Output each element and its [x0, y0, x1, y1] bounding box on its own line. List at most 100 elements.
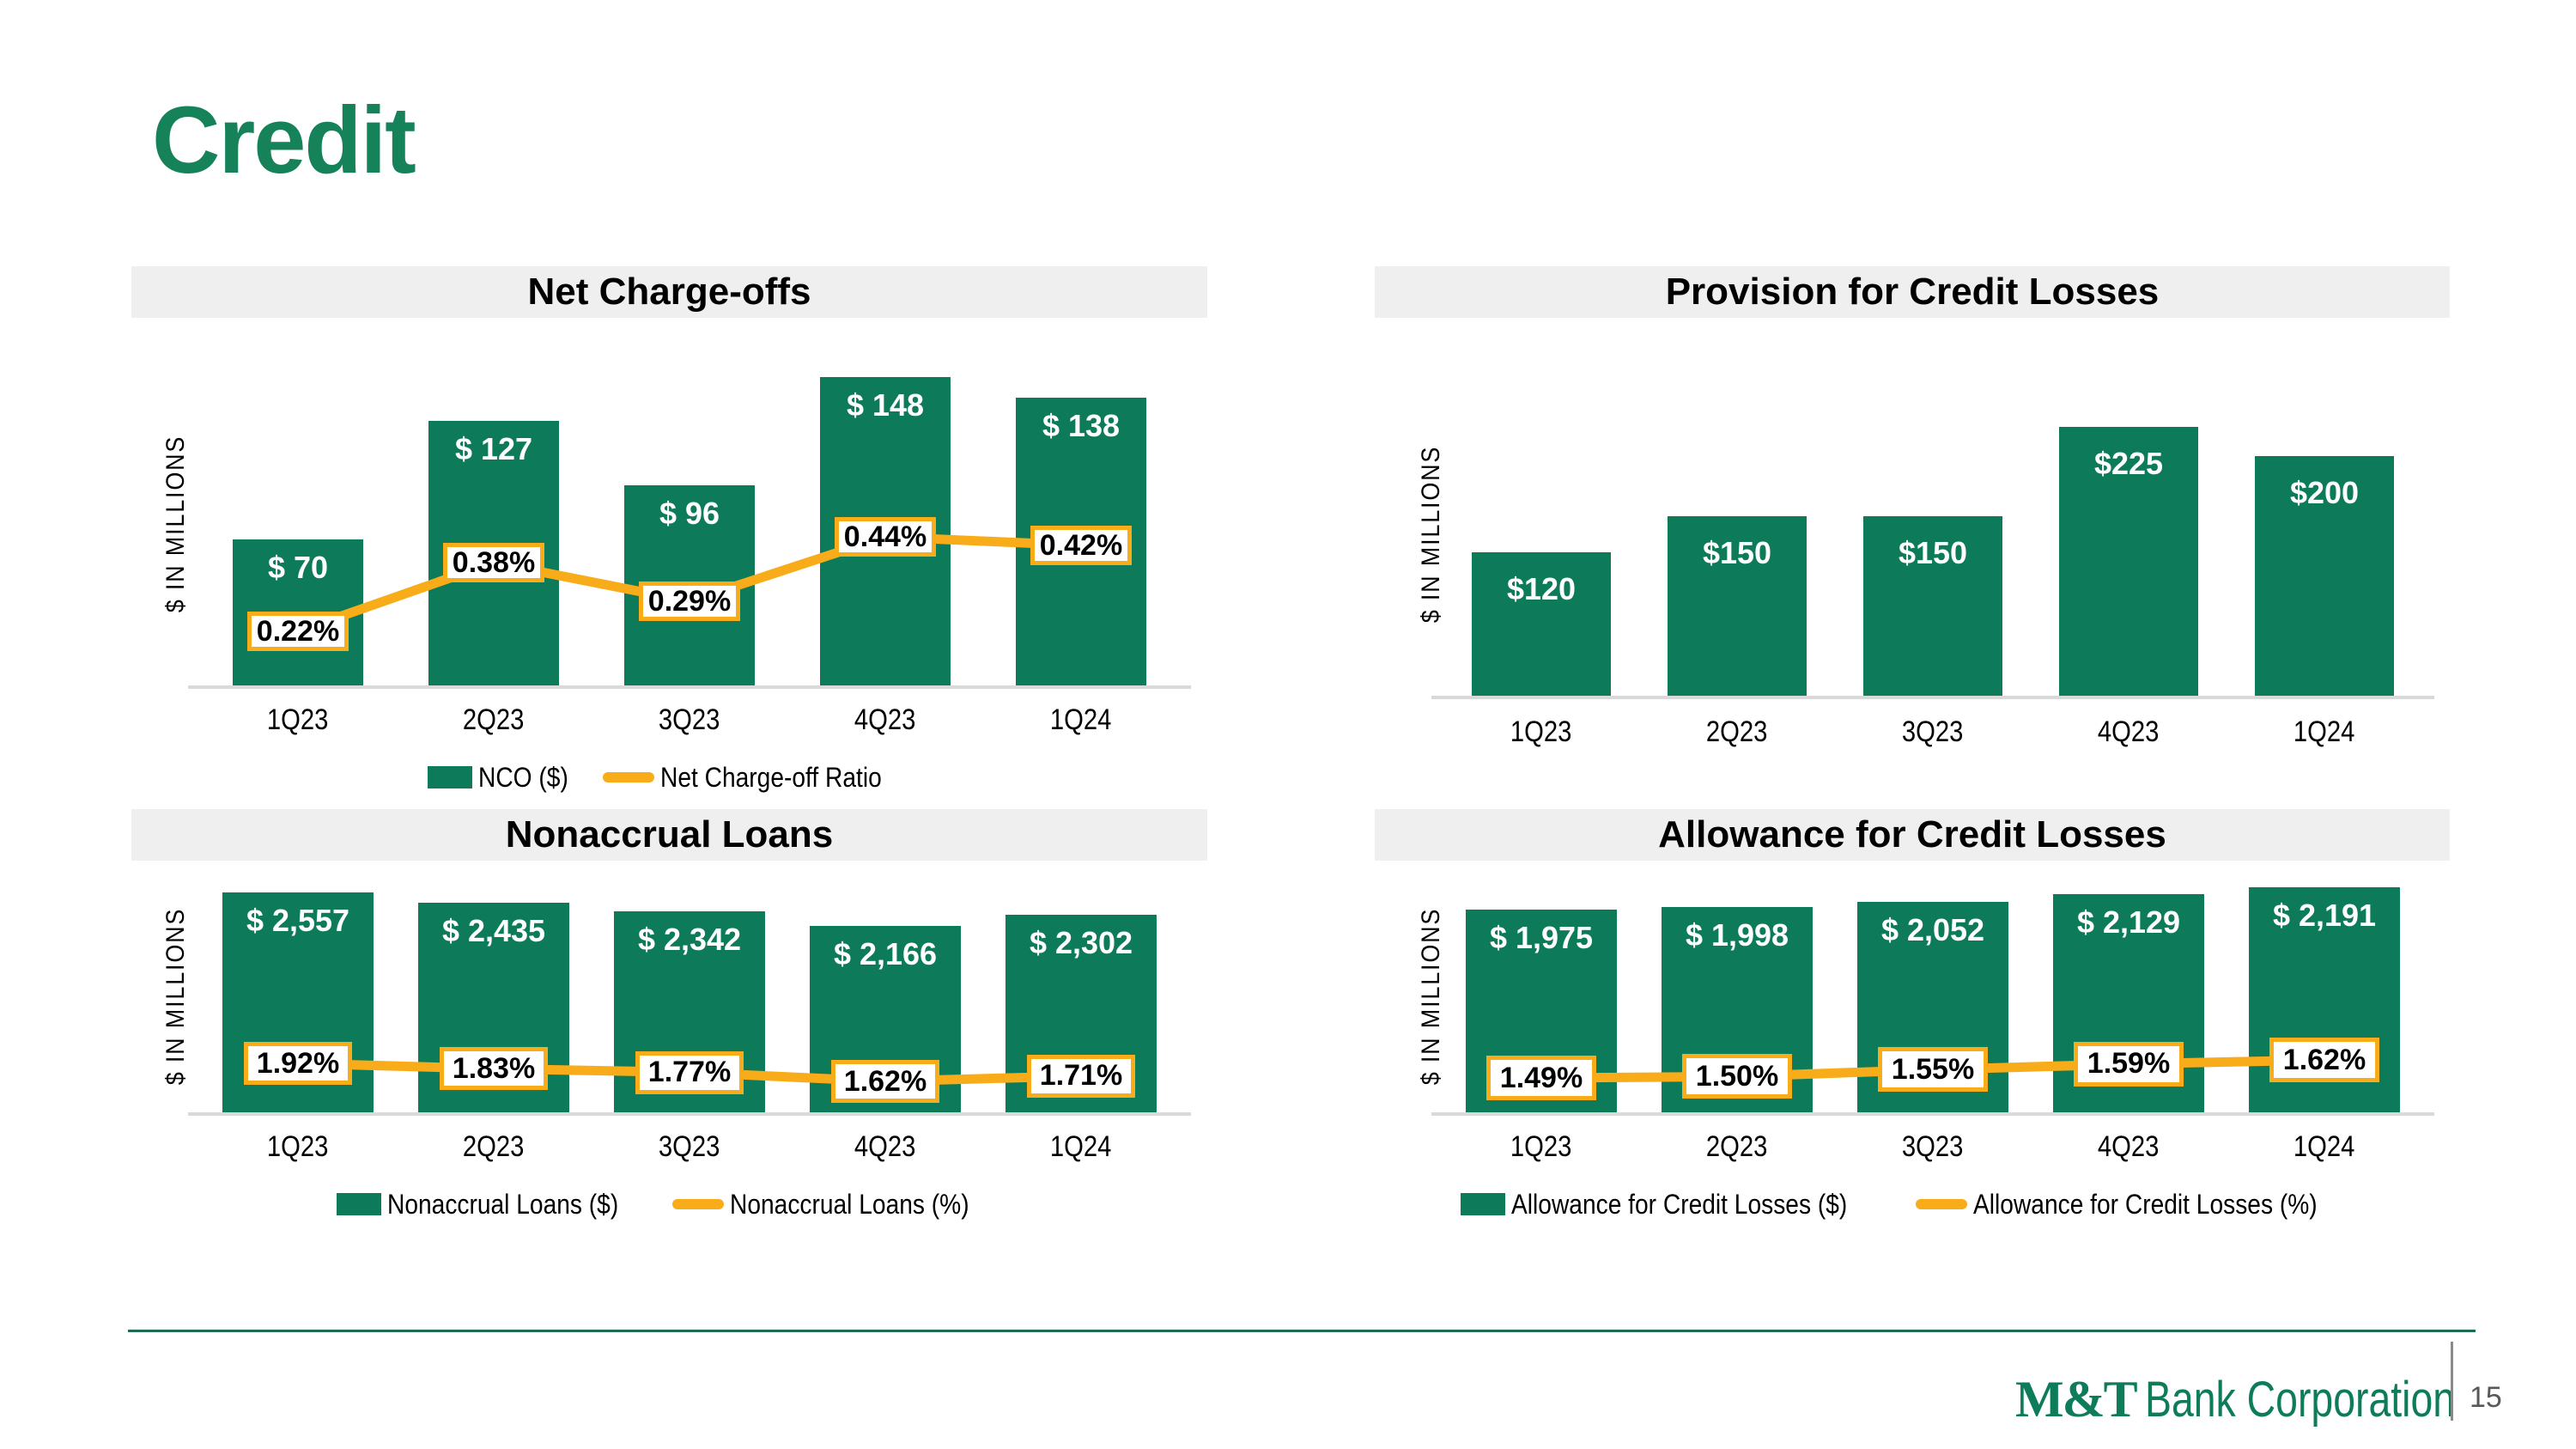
- legend: NCO ($) Net Charge-off Ratio: [131, 760, 1207, 795]
- chart-header: Allowance for Credit Losses: [1375, 809, 2450, 861]
- y-axis-label: $ IN MILLIONS: [1417, 445, 1445, 624]
- x-axis-tick-text: 1Q23: [267, 703, 329, 736]
- legend-bar-swatch-icon: [1461, 1193, 1506, 1215]
- chart-provision-for-credit-losses: Provision for Credit Losses $ IN MILLIONS…: [1375, 266, 2450, 799]
- y-axis-label: $ IN MILLIONS: [161, 435, 190, 613]
- x-axis-tick-text: 4Q23: [2098, 1129, 2160, 1163]
- x-axis-line: [188, 1112, 1191, 1116]
- legend-item-line: Net Charge-off Ratio: [602, 761, 912, 794]
- x-axis-tick-label: 4Q23: [2031, 1128, 2227, 1166]
- legend-item-line: Allowance for Credit Losses (%): [1915, 1188, 2364, 1221]
- x-axis-tick-label: 3Q23: [592, 701, 787, 739]
- x-axis-tick-label: 1Q24: [2227, 713, 2422, 751]
- x-axis-tick-label: 1Q24: [983, 1128, 1179, 1166]
- x-axis-tick-label: 1Q23: [1443, 713, 1639, 751]
- chart-header: Nonaccrual Loans: [131, 809, 1207, 861]
- x-axis-tick-label: 3Q23: [1835, 713, 2031, 751]
- x-axis-tick-text: 2Q23: [1706, 1129, 1768, 1163]
- x-axis-tick-text: 2Q23: [463, 1129, 525, 1163]
- ratio-label-box: 1.62%: [2269, 1038, 2379, 1082]
- page-number: 15: [2470, 1381, 2502, 1414]
- x-axis-tick-text: 1Q24: [1050, 703, 1112, 736]
- bar: $225: [2059, 427, 2198, 696]
- bar-value-label: $ 2,129: [2076, 904, 2181, 940]
- x-axis-tick-text: 1Q23: [1510, 715, 1572, 748]
- bar-value-label: $ 2,342: [637, 922, 742, 957]
- chart-header: Net Charge-offs: [131, 266, 1207, 318]
- ratio-label-box: 0.29%: [639, 581, 740, 621]
- chart-allowance-for-credit-losses: Allowance for Credit Losses $ IN MILLIONS…: [1375, 809, 2450, 1256]
- legend-item-bars: NCO ($): [427, 762, 580, 794]
- legend-label: Nonaccrual Loans ($): [387, 1188, 619, 1220]
- bar-value-label: $120: [1506, 571, 1577, 606]
- page-number-divider: [2451, 1342, 2453, 1421]
- legend-line-swatch-icon: [672, 1199, 725, 1209]
- x-axis-line: [1431, 696, 2434, 699]
- ratio-label-box: 1.92%: [244, 1042, 352, 1085]
- bar-value-label: $ 148: [846, 387, 925, 423]
- bar-value-label: $ 2,302: [1029, 925, 1133, 960]
- x-axis-tick-text: 4Q23: [2098, 715, 2160, 748]
- ratio-label-box: 1.62%: [831, 1060, 939, 1103]
- chart-header: Provision for Credit Losses: [1375, 266, 2450, 318]
- legend-label: Allowance for Credit Losses (%): [1972, 1188, 2318, 1220]
- chart-title: Nonaccrual Loans: [505, 813, 834, 855]
- x-axis-tick-text: 1Q23: [1510, 1129, 1572, 1163]
- legend-item-line: Nonaccrual Loans (%): [672, 1189, 1002, 1221]
- ratio-label-box: 0.42%: [1030, 526, 1132, 565]
- y-axis-label: $ IN MILLIONS: [1417, 907, 1445, 1086]
- mt-bank-corporation-logo: M&T Bank Corporation: [2015, 1370, 2532, 1429]
- x-axis-tick-text: 3Q23: [659, 1129, 720, 1163]
- bar-value-label: $ 2,166: [833, 936, 938, 971]
- x-axis-tick-text: 4Q23: [854, 703, 916, 736]
- bar-value-label: $ 2,435: [441, 913, 546, 948]
- ratio-label-box: 1.77%: [635, 1050, 744, 1094]
- legend: Allowance for Credit Losses ($) Allowance…: [1375, 1187, 2450, 1221]
- bar-value-label: $ 2,052: [1880, 912, 1985, 947]
- legend-item-bars: Allowance for Credit Losses ($): [1461, 1189, 1893, 1221]
- x-axis-tick-text: 3Q23: [1902, 715, 1964, 748]
- y-axis-label: $ IN MILLIONS: [161, 907, 190, 1086]
- x-axis-tick-text: 1Q24: [2293, 715, 2355, 748]
- bar-value-label: $200: [2289, 475, 2360, 510]
- legend-label: Net Charge-off Ratio: [659, 761, 882, 793]
- x-axis-tick-label: 1Q23: [200, 701, 396, 739]
- bar: $150: [1668, 516, 1807, 696]
- bar: $200: [2255, 456, 2394, 696]
- x-axis-tick-text: 1Q24: [2293, 1129, 2355, 1163]
- ratio-label-box: 1.83%: [440, 1047, 548, 1091]
- x-axis-tick-label: 1Q23: [1443, 1128, 1639, 1166]
- bar-value-label: $ 2,557: [246, 903, 350, 938]
- x-axis-tick-text: 1Q23: [267, 1129, 329, 1163]
- bar: $150: [1863, 516, 2002, 696]
- bar-value-label: $ 2,191: [2272, 898, 2377, 933]
- ratio-label-box: 1.71%: [1027, 1054, 1135, 1098]
- x-axis-line: [188, 685, 1191, 689]
- bar: $120: [1472, 552, 1611, 696]
- x-axis-tick-text: 3Q23: [659, 703, 720, 736]
- legend-line-swatch-icon: [1915, 1199, 1967, 1209]
- x-axis-tick-label: 4Q23: [787, 1128, 983, 1166]
- bar-value-label: $ 1,975: [1489, 920, 1594, 955]
- x-axis-tick-label: 2Q23: [1639, 713, 1835, 751]
- bar-value-label: $150: [1898, 535, 1968, 570]
- footer-rule-line: [128, 1330, 2476, 1332]
- bar-value-label: $ 1,998: [1685, 917, 1789, 953]
- legend-bar-swatch-icon: [337, 1193, 382, 1215]
- legend-bar-swatch-icon: [427, 766, 472, 788]
- legend: Nonaccrual Loans ($) Nonaccrual Loans (%): [131, 1187, 1207, 1221]
- ratio-label-box: 0.22%: [247, 612, 349, 651]
- x-axis-tick-label: 2Q23: [1639, 1128, 1835, 1166]
- bar-value-label: $225: [2093, 446, 2164, 481]
- ratio-label-box: 0.38%: [443, 543, 544, 582]
- x-axis-tick-label: 1Q23: [200, 1128, 396, 1166]
- chart-title: Allowance for Credit Losses: [1658, 813, 2166, 855]
- x-axis-tick-text: 2Q23: [463, 703, 525, 736]
- x-axis-tick-label: 3Q23: [592, 1128, 787, 1166]
- bar-value-label: $150: [1702, 535, 1772, 570]
- ratio-label-box: 1.55%: [1878, 1047, 1988, 1093]
- legend-label: Allowance for Credit Losses ($): [1511, 1188, 1848, 1220]
- chart-title: Provision for Credit Losses: [1665, 271, 2160, 313]
- chart-title: Net Charge-offs: [527, 271, 811, 313]
- ratio-label-box: 1.49%: [1486, 1056, 1596, 1100]
